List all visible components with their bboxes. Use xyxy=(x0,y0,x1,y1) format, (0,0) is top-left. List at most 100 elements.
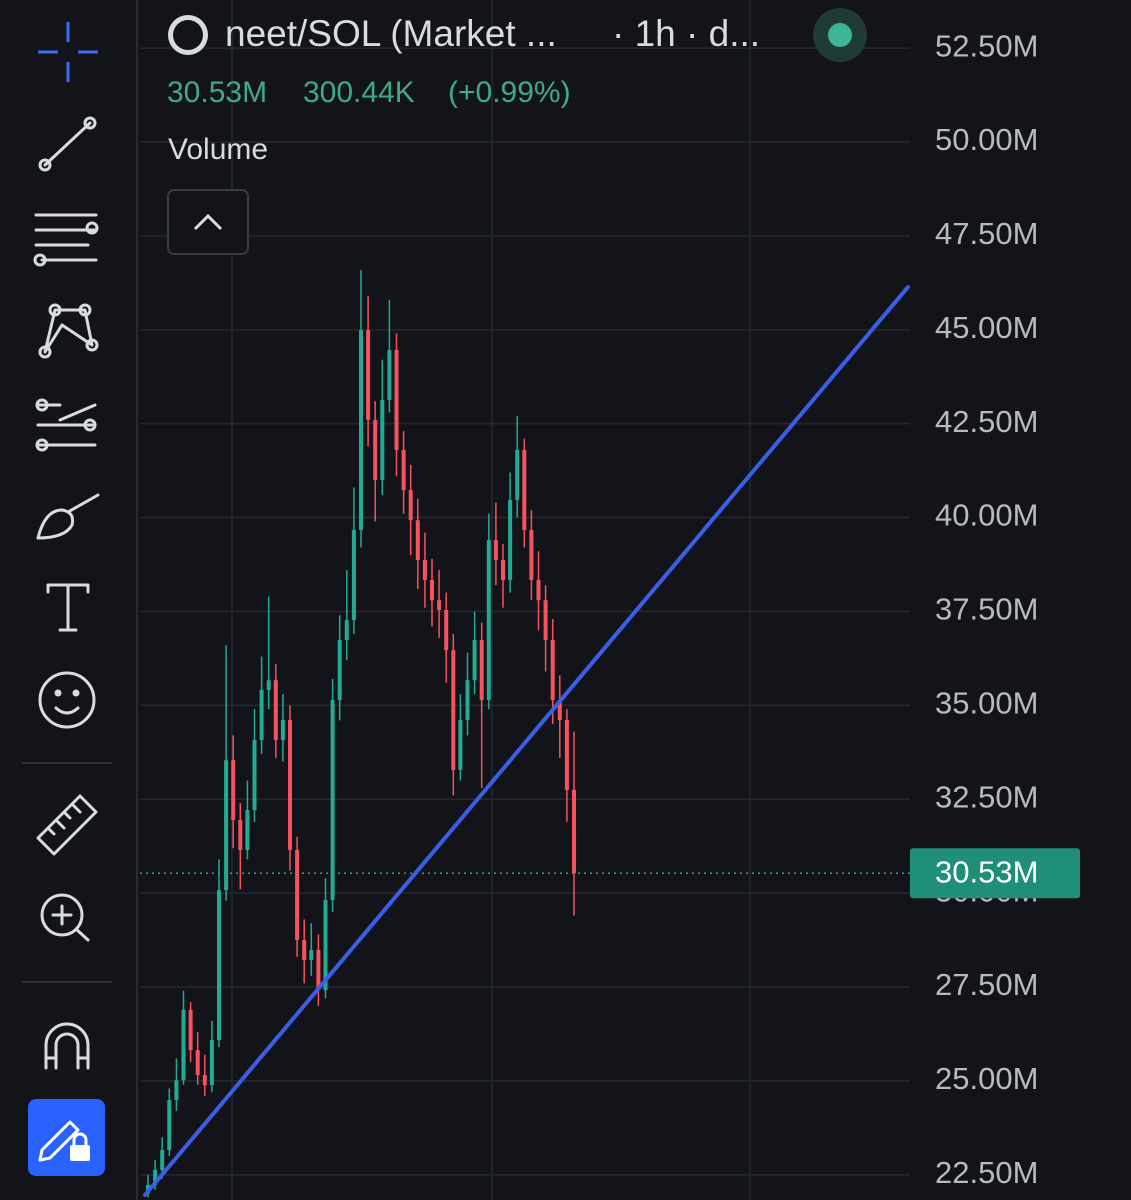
fib-tool[interactable] xyxy=(33,213,99,267)
candle-body xyxy=(359,330,363,530)
candle-body xyxy=(415,520,420,560)
candle-body xyxy=(479,640,484,701)
candle-body xyxy=(323,899,328,991)
candle-body xyxy=(259,689,264,740)
icon-face xyxy=(38,671,96,729)
trend-line-tool[interactable] xyxy=(38,116,97,172)
price-change: 300.44K xyxy=(303,76,415,109)
icon-dot xyxy=(83,116,97,130)
candle-body xyxy=(351,529,356,621)
candle-body xyxy=(167,1100,172,1151)
candle-body xyxy=(493,540,498,560)
candle-body xyxy=(522,449,527,530)
candle-body xyxy=(245,810,250,850)
icon-mouth xyxy=(54,706,80,715)
candle-body xyxy=(337,640,342,701)
candle-body xyxy=(515,449,520,500)
icon-pattern xyxy=(43,308,94,354)
y-tick-label: 22.50M xyxy=(935,1155,1038,1190)
y-tick-label: 40.00M xyxy=(935,498,1038,533)
icon-pencil xyxy=(38,1120,80,1162)
price-tag xyxy=(910,848,1080,899)
icon-ruler xyxy=(36,794,98,856)
candle-body xyxy=(280,720,285,740)
trend-line[interactable] xyxy=(143,285,910,1197)
chevron-up xyxy=(193,213,223,231)
candle-body xyxy=(557,700,562,720)
icon-plus xyxy=(51,904,90,942)
ruler-tool[interactable] xyxy=(36,794,98,856)
candle-body xyxy=(160,1150,165,1170)
icon-lock xyxy=(70,1145,90,1161)
candle-body xyxy=(550,640,555,701)
candle-body xyxy=(266,680,271,690)
zoom-tool[interactable] xyxy=(40,893,90,942)
y-tick-label: 52.50M xyxy=(935,28,1038,63)
icon-dot xyxy=(85,338,99,352)
y-tick-label: 47.50M xyxy=(935,216,1038,251)
candle-body xyxy=(330,700,335,900)
candle-body xyxy=(458,720,463,770)
magnet-tool[interactable] xyxy=(44,1022,90,1070)
candle-body xyxy=(316,949,321,991)
candle-body xyxy=(231,760,236,820)
symbol-logo[interactable] xyxy=(168,15,208,55)
candle-body xyxy=(472,640,477,681)
candle-body xyxy=(486,540,491,701)
collapse-button[interactable] xyxy=(167,189,249,255)
lock-drawing-tool[interactable] xyxy=(28,1099,105,1176)
candle-body xyxy=(430,579,434,601)
candle-body xyxy=(252,739,257,811)
y-tick-label: 37.50M xyxy=(935,592,1038,627)
logo-inner xyxy=(173,20,203,50)
icon-dot xyxy=(85,221,99,235)
candle-body xyxy=(529,529,534,580)
active-button xyxy=(28,1099,105,1176)
candle-body xyxy=(302,940,307,960)
candle-body xyxy=(238,819,243,850)
horizontal-grid xyxy=(140,47,910,1176)
candle-body xyxy=(366,330,371,420)
icon-text xyxy=(46,583,90,632)
candle-body xyxy=(451,650,456,770)
emoji-tool[interactable] xyxy=(38,671,96,729)
icon-dot xyxy=(38,158,52,172)
candle-body xyxy=(188,1009,193,1051)
candle-body xyxy=(295,849,300,941)
prediction-tool[interactable] xyxy=(35,398,97,452)
icon-lines xyxy=(34,213,98,262)
symbol-title[interactable]: neet/SOL (Market ... xyxy=(225,13,557,54)
y-tick-label: 35.00M xyxy=(935,686,1038,721)
icon-eye xyxy=(72,689,80,697)
candle-body xyxy=(224,760,229,891)
last-price: 30.53M xyxy=(167,76,267,109)
candle-body xyxy=(508,499,513,580)
candle-body xyxy=(273,680,278,740)
icon-line xyxy=(43,121,92,167)
pane-label: Volume xyxy=(168,133,268,166)
y-tick-label: 50.00M xyxy=(935,122,1038,157)
pattern-tool[interactable] xyxy=(38,303,99,359)
text-tool[interactable] xyxy=(46,583,90,632)
icon-dot xyxy=(38,345,52,359)
candle-body xyxy=(465,680,470,720)
candle-body xyxy=(309,949,314,960)
candle-body xyxy=(217,890,221,1040)
icon-magnet xyxy=(44,1022,90,1070)
candle-body xyxy=(437,600,442,610)
brush-tool[interactable] xyxy=(36,493,100,540)
icon-lens xyxy=(40,893,84,937)
price-tag-label: 30.53M xyxy=(935,854,1038,889)
candle-body xyxy=(153,1169,158,1185)
y-axis: 52.50M 50.00M 47.50M 45.00M 42.50M 40.00M 37.5… xyxy=(935,28,1038,1190)
candle-body xyxy=(344,620,349,640)
candle-body xyxy=(536,579,541,601)
candle-body xyxy=(444,609,449,651)
icon-dot xyxy=(83,418,97,432)
crosshair-tool[interactable] xyxy=(38,22,98,82)
icon-lines xyxy=(36,403,97,447)
candle-body xyxy=(543,600,548,640)
candle-body xyxy=(209,1040,214,1086)
interval[interactable]: · 1h · d... xyxy=(612,13,760,54)
